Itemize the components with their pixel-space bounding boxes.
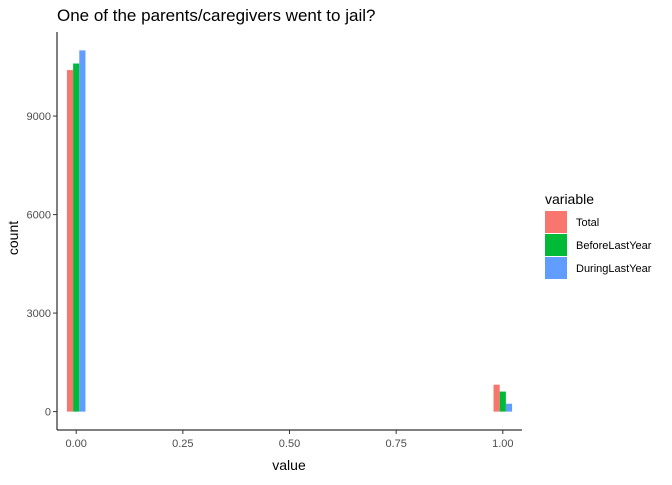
x-tick-label: 0.00 — [65, 438, 86, 450]
x-axis-title: value — [272, 457, 306, 473]
y-tick-label: 6000 — [27, 210, 51, 222]
legend-swatch-total — [545, 211, 567, 233]
legend-label-beforelastyear: BeforeLastYear — [576, 240, 652, 252]
y-tick-label: 0 — [45, 407, 51, 419]
legend-title: variable — [545, 191, 594, 207]
bar-beforelastyear-1 — [499, 391, 506, 412]
y-tick-label: 3000 — [27, 308, 51, 320]
legend-swatch-beforelastyear — [545, 234, 567, 256]
bar-duringlastyear-1 — [505, 403, 513, 412]
bar-total-1 — [493, 384, 500, 412]
legend-label-total: Total — [576, 217, 599, 229]
y-axis-title: count — [5, 221, 21, 255]
y-tick-label: 9000 — [27, 111, 51, 123]
chart-title: One of the parents/caregivers went to ja… — [57, 6, 375, 25]
bar-duringlastyear-0 — [79, 50, 86, 412]
axes: 0.00 0.25 0.50 0.75 1.00 0 3000 6000 9000 — [27, 32, 522, 450]
x-tick-label: 1.00 — [492, 438, 513, 450]
bar-total-0 — [66, 70, 74, 412]
x-tick-label: 0.75 — [385, 438, 406, 450]
plot-bars — [66, 50, 513, 412]
x-tick-label: 0.25 — [172, 438, 193, 450]
legend-items: Total BeforeLastYear DuringLastYear — [545, 211, 652, 279]
bar-beforelastyear-0 — [73, 63, 80, 412]
legend: variable Total BeforeLastYear DuringLastYe… — [545, 191, 652, 279]
x-tick-label: 0.50 — [279, 438, 300, 450]
legend-label-duringlastyear: DuringLastYear — [576, 263, 652, 275]
legend-swatch-duringlastyear — [545, 257, 567, 279]
